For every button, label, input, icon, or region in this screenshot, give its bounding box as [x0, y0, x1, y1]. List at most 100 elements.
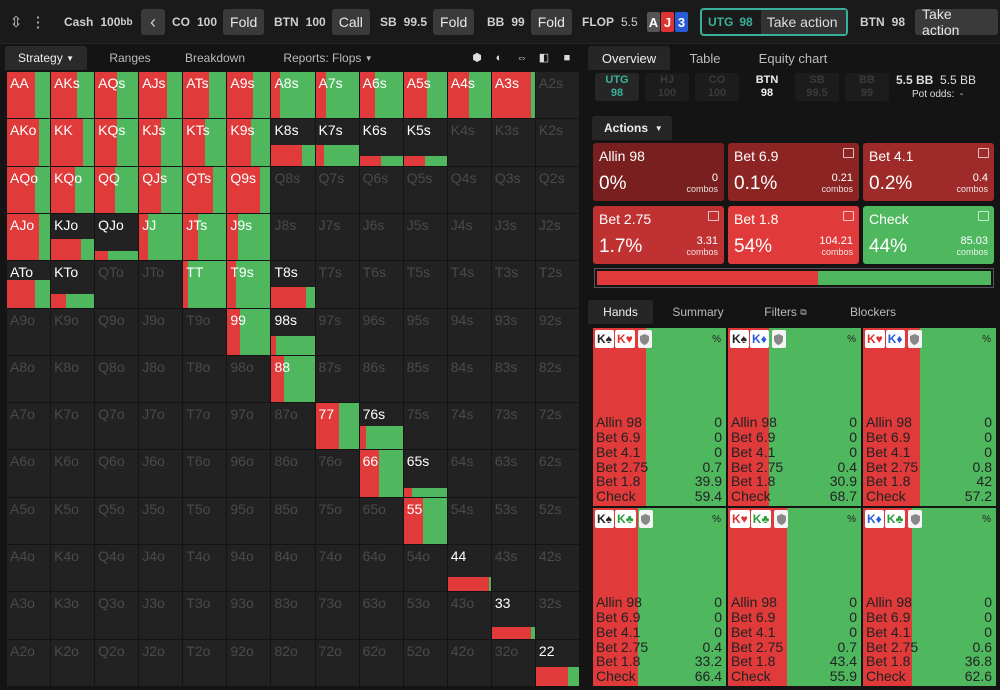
hand-cell[interactable]: Q4o	[95, 545, 139, 592]
hand-cell[interactable]: 77	[315, 403, 359, 450]
hand-cell[interactable]: 93o	[227, 592, 271, 639]
details-icon[interactable]	[708, 211, 719, 221]
hand-cell[interactable]: K6s	[359, 119, 403, 166]
shield-icon[interactable]	[907, 330, 922, 348]
hand-cell[interactable]: Q3o	[95, 592, 139, 639]
hand-cell[interactable]: K9s	[227, 119, 271, 166]
hand-cell[interactable]: 55	[403, 497, 447, 545]
hand-cell[interactable]: 88	[271, 355, 315, 403]
hand-cell[interactable]: Q2o	[95, 639, 139, 686]
hand-cell[interactable]: J4o	[139, 545, 183, 592]
hand-cell[interactable]: KJs	[139, 119, 183, 166]
shield-icon[interactable]	[774, 510, 789, 528]
hand-cell[interactable]: 92o	[227, 639, 271, 686]
hand-cell[interactable]: J5o	[139, 497, 183, 545]
hand-cell[interactable]: 54s	[447, 497, 491, 545]
hand-cell[interactable]: T3o	[183, 592, 227, 639]
hand-cell[interactable]: 82s	[535, 355, 579, 403]
tab-reports[interactable]: Reports: Flops ▼	[273, 46, 383, 70]
hand-cell[interactable]: 65o	[359, 497, 403, 545]
hand-cell[interactable]: J6s	[359, 213, 403, 261]
hand-cell[interactable]: K7s	[315, 119, 359, 166]
hand-cell[interactable]: 64s	[447, 450, 491, 497]
hand-cell[interactable]: KTs	[183, 119, 227, 166]
hand-cell[interactable]: A8s	[271, 72, 315, 119]
hand-combo-cell[interactable]: K♠ K♣% Allin 98 0 Bet 6.9 0 Bet 4.1 0 Bet 2.75 0.…	[593, 508, 726, 686]
hand-cell[interactable]: 85o	[271, 497, 315, 545]
tab-blockers[interactable]: Blockers	[843, 300, 903, 324]
hand-cell[interactable]: 74o	[315, 545, 359, 592]
hand-cell[interactable]: Q6s	[359, 166, 403, 213]
hand-cell[interactable]: Q8s	[271, 166, 315, 213]
hand-cell[interactable]: J9o	[139, 308, 183, 355]
cube-icon[interactable]: ⬢	[472, 52, 482, 64]
hand-cell[interactable]: K4s	[447, 119, 491, 166]
current-position[interactable]: UTG 98 Take action	[700, 8, 848, 36]
hand-cell[interactable]: 54o	[403, 545, 447, 592]
hand-cell[interactable]: 22	[535, 639, 579, 686]
hand-cell[interactable]: 33	[491, 592, 535, 639]
hand-cell[interactable]: 63s	[491, 450, 535, 497]
hand-cell[interactable]: AJo	[7, 213, 51, 261]
hand-cell[interactable]: KQs	[95, 119, 139, 166]
hand-cell[interactable]: J7s	[315, 213, 359, 261]
hand-cell[interactable]: A9o	[7, 308, 51, 355]
tab-equity-chart[interactable]: Equity chart	[743, 46, 843, 70]
hand-cell[interactable]: 62s	[535, 450, 579, 497]
hand-cell[interactable]: T3s	[491, 261, 535, 308]
seat-hj[interactable]: HJ 100	[645, 73, 689, 101]
hand-cell[interactable]: 97o	[227, 403, 271, 450]
hand-cell[interactable]: KJo	[51, 213, 95, 261]
hand-cell[interactable]: 52s	[535, 497, 579, 545]
hand-cell[interactable]: A2o	[7, 639, 51, 686]
hand-cell[interactable]: 72s	[535, 403, 579, 450]
back-arrow-icon[interactable]: ‹	[141, 9, 165, 35]
action-box[interactable]: Bet 1.8 54% 104.21 combos	[728, 206, 859, 264]
hand-cell[interactable]: QJs	[139, 166, 183, 213]
hand-cell[interactable]: 76s	[359, 403, 403, 450]
hand-cell[interactable]: AKo	[7, 119, 51, 166]
hand-cell[interactable]: 92s	[535, 308, 579, 355]
shield-icon[interactable]	[771, 330, 786, 348]
collapse-icon[interactable]: ⇳	[9, 14, 23, 31]
hand-cell[interactable]: 86o	[271, 450, 315, 497]
hand-cell[interactable]: 52o	[403, 639, 447, 686]
hand-cell[interactable]: 95o	[227, 497, 271, 545]
hand-cell[interactable]: AQo	[7, 166, 51, 213]
hand-cell[interactable]: JJ	[139, 213, 183, 261]
hand-cell[interactable]: 99	[227, 308, 271, 355]
hand-cell[interactable]: T6s	[359, 261, 403, 308]
hand-cell[interactable]: 53o	[403, 592, 447, 639]
hand-cell[interactable]: J2o	[139, 639, 183, 686]
hand-cell[interactable]: 75o	[315, 497, 359, 545]
hand-cell[interactable]: J8s	[271, 213, 315, 261]
action-box[interactable]: Bet 4.1 0.2% 0.4 combos	[863, 143, 994, 201]
hand-cell[interactable]: 98o	[227, 355, 271, 403]
action-box[interactable]: Bet 2.75 1.7% 3.31 combos	[593, 206, 724, 264]
hand-cell[interactable]: A5o	[7, 497, 51, 545]
hand-cell[interactable]: A6o	[7, 450, 51, 497]
hand-cell[interactable]: 96o	[227, 450, 271, 497]
tab-strategy[interactable]: Strategy ▼	[5, 46, 87, 70]
hand-cell[interactable]: A2s	[535, 72, 579, 119]
hand-combo-cell[interactable]: K♥ K♣% Allin 98 0 Bet 6.9 0 Bet 4.1 0 Bet 2.75 0.…	[728, 508, 861, 686]
hand-cell[interactable]: T2o	[183, 639, 227, 686]
hand-cell[interactable]: K5o	[51, 497, 95, 545]
tab-table[interactable]: Table	[680, 46, 730, 70]
hand-cell[interactable]: T9s	[227, 261, 271, 308]
hand-cell[interactable]: A3o	[7, 592, 51, 639]
shield-icon[interactable]	[908, 510, 923, 528]
hand-cell[interactable]: 72o	[315, 639, 359, 686]
hand-cell[interactable]: Q6o	[95, 450, 139, 497]
hand-combo-cell[interactable]: K♥ K♦% Allin 98 0 Bet 6.9 0 Bet 4.1 0 Bet 2.75 0.…	[863, 328, 996, 506]
co-action-button[interactable]: Fold	[223, 9, 265, 35]
hand-combo-cell[interactable]: K♠ K♥% Allin 98 0 Bet 6.9 0 Bet 4.1 0 Bet 2.75 0.…	[593, 328, 726, 506]
hand-cell[interactable]: AKs	[51, 72, 95, 119]
hand-cell[interactable]: 65s	[403, 450, 447, 497]
hand-cell[interactable]: A7o	[7, 403, 51, 450]
hand-cell[interactable]: 64o	[359, 545, 403, 592]
actions-dropdown[interactable]: Actions ▼	[592, 116, 672, 140]
hand-cell[interactable]: A4o	[7, 545, 51, 592]
hand-cell[interactable]: Q4s	[447, 166, 491, 213]
hand-cell[interactable]: T2s	[535, 261, 579, 308]
